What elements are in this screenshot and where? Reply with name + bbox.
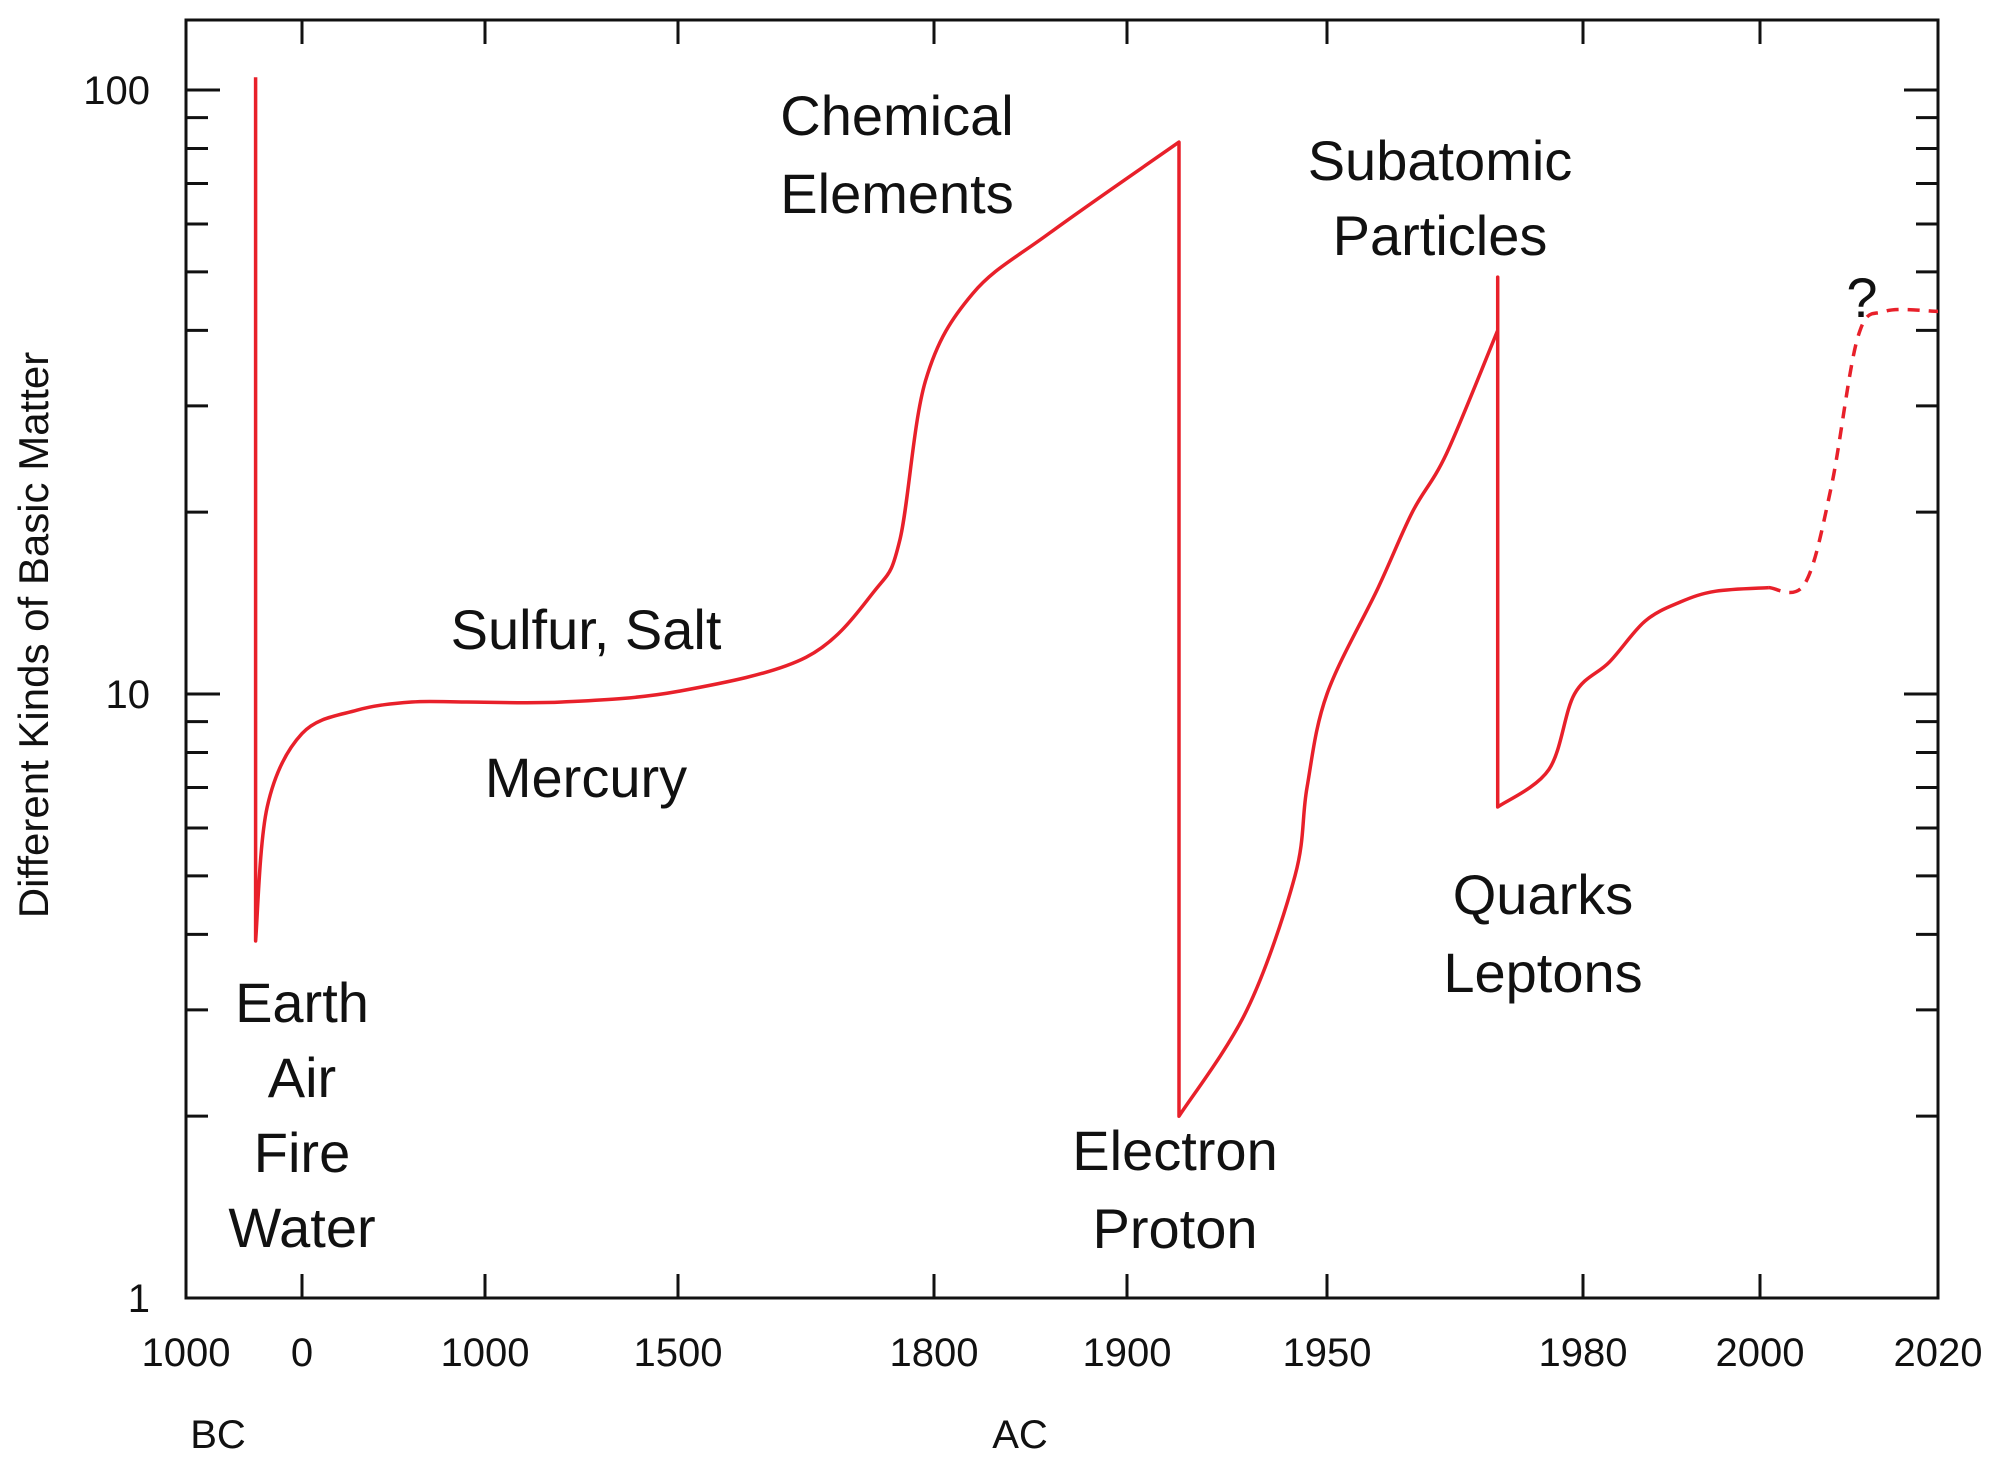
annotation-line: Particles: [1333, 204, 1548, 267]
annotation-label: Mercury: [485, 746, 687, 809]
y-tick-label: 1: [128, 1277, 150, 1321]
y-axis-label: Different Kinds of Basic Matter: [10, 352, 57, 918]
annotation-label: Subatomic Particles: [1308, 129, 1573, 267]
y-tick-label: 10: [106, 673, 151, 717]
x-tick-label: 1500: [634, 1331, 723, 1375]
plot-frame: [184, 18, 1940, 1300]
series-line: [253, 77, 1770, 1118]
annotation-line: Leptons: [1443, 941, 1642, 1004]
projected-series-line: [1768, 307, 1939, 595]
annotation-line: Electron: [1072, 1119, 1277, 1182]
annotation-line: Subatomic: [1308, 129, 1573, 192]
x-era-labels: BC AC: [190, 1413, 1048, 1457]
x-tick-label: 1800: [890, 1331, 979, 1375]
x-tick-label: 1950: [1283, 1331, 1372, 1375]
x-tick-label: 1000: [142, 1331, 231, 1375]
annotation-line: Elements: [780, 162, 1013, 225]
annotation-label: Sulfur, Salt: [451, 598, 722, 661]
x-era-label: AC: [992, 1413, 1048, 1457]
x-tick-labels: 1000 0 1000 1500 1800 1900 1950 1980 2000 2020: [142, 1331, 1983, 1375]
x-era-label: BC: [190, 1413, 246, 1457]
x-tick-label: 1900: [1083, 1331, 1172, 1375]
annotation-line: Proton: [1093, 1197, 1258, 1260]
series-lines: [253, 77, 1939, 1118]
annotation-label: ?: [1846, 266, 1877, 329]
annotation-line: Sulfur, Salt: [451, 598, 722, 661]
annotation-line: Earth: [235, 971, 369, 1034]
annotation-line: Chemical: [780, 84, 1013, 147]
annotation-label: Chemical Elements: [780, 84, 1013, 225]
annotation-line: ?: [1846, 266, 1877, 329]
annotation-line: Air: [268, 1046, 336, 1109]
annotation-label: Quarks Leptons: [1443, 863, 1642, 1004]
annotation-line: Water: [228, 1196, 375, 1259]
annotations: Earth Air Fire Water Sulfur, Salt Mercury Chem…: [228, 84, 1877, 1260]
x-tick-label: 2020: [1894, 1331, 1983, 1375]
x-tick-label: 2000: [1716, 1331, 1805, 1375]
annotation-label: Electron Proton: [1072, 1119, 1277, 1260]
annotation-label: Earth Air Fire Water: [228, 971, 375, 1259]
y-tick-labels: 1 10 100: [83, 69, 150, 1321]
axis-ticks: [186, 20, 1938, 1298]
x-tick-label: 0: [291, 1331, 313, 1375]
y-tick-label: 100: [83, 69, 150, 113]
annotation-line: Fire: [254, 1121, 350, 1184]
annotation-line: Quarks: [1453, 863, 1634, 926]
x-tick-label: 1000: [441, 1331, 530, 1375]
annotation-line: Mercury: [485, 746, 687, 809]
x-tick-label: 1980: [1539, 1331, 1628, 1375]
